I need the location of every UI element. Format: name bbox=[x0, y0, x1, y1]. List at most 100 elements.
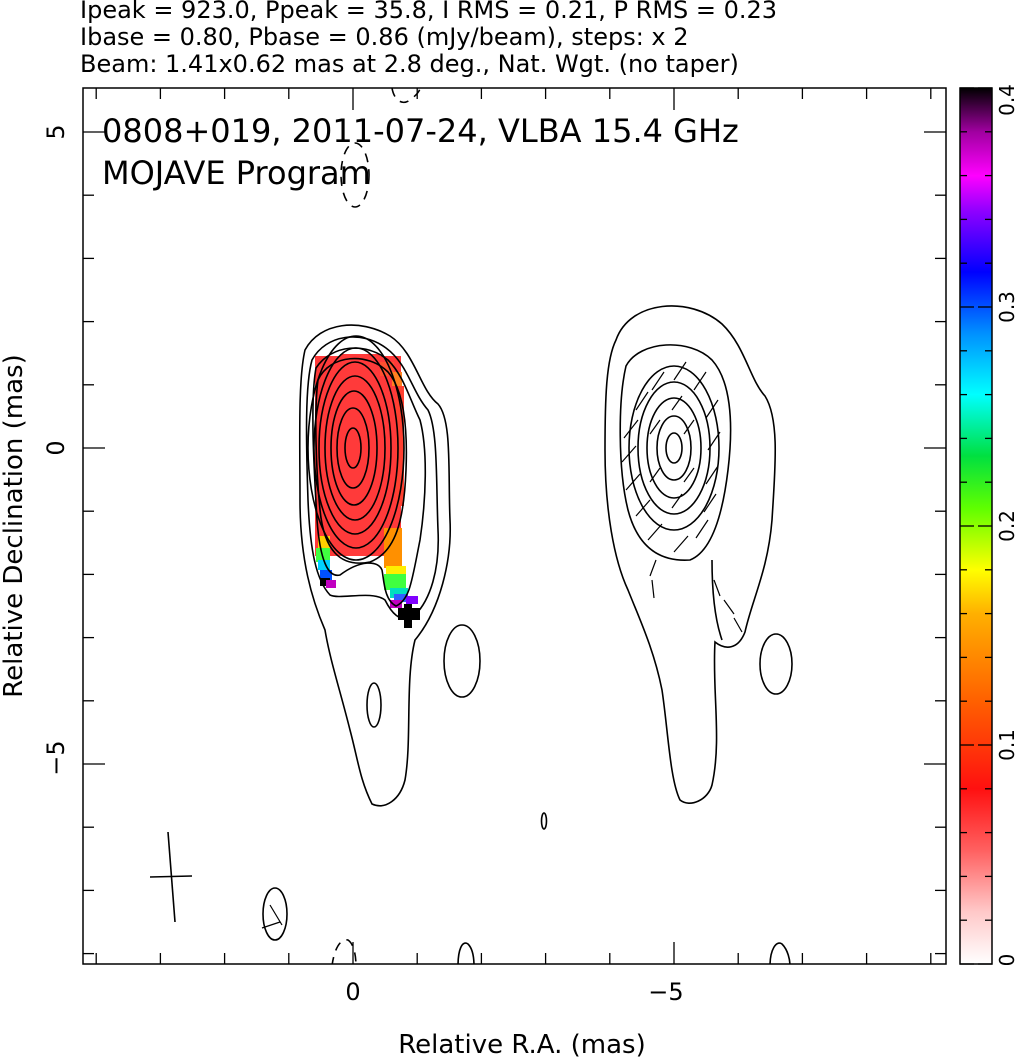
beam-minor-axis bbox=[149, 875, 193, 878]
evpa-stick bbox=[705, 465, 719, 485]
tick-labels: 0 −5 5 0 −5 bbox=[42, 124, 684, 1006]
evpa-stick bbox=[683, 467, 695, 483]
colorbar-tick-label: 0.2 bbox=[995, 510, 1019, 542]
pol-pixel bbox=[326, 580, 336, 588]
pol-pixel bbox=[384, 528, 402, 568]
evpa-stick bbox=[635, 499, 651, 517]
colorbar-tick-label: 0.1 bbox=[995, 729, 1019, 761]
evpa-stick bbox=[621, 445, 637, 463]
pol-pixel bbox=[396, 386, 404, 506]
pol-pixel bbox=[386, 566, 406, 576]
pol-pixel bbox=[390, 600, 402, 608]
chart-title: 0808+019, 2011-07-24, VLBA 15.4 GHz bbox=[102, 112, 739, 150]
contour-level-4 bbox=[315, 357, 408, 564]
right-contour-segment bbox=[711, 559, 723, 641]
contour-island bbox=[540, 812, 548, 830]
y-axis-label: Relative Declination (mas) bbox=[0, 354, 29, 697]
contour-level-6 bbox=[313, 347, 399, 549]
negative-contour bbox=[391, 88, 421, 104]
pol-pixel bbox=[394, 594, 408, 602]
contour-island bbox=[443, 624, 481, 698]
evpa-stick bbox=[651, 579, 655, 599]
evpa-stick bbox=[671, 395, 683, 411]
evpa-stick bbox=[693, 371, 707, 391]
evpa-stick bbox=[635, 391, 649, 411]
colorbar-ticks: 0 0.1 0.2 0.3 0.4 bbox=[960, 84, 1019, 966]
right-contour-level-7 bbox=[665, 432, 683, 464]
evpa-stick bbox=[683, 419, 695, 435]
pol-pixel bbox=[320, 570, 332, 580]
evpa-stick bbox=[649, 419, 661, 435]
right-contour-level-2 bbox=[619, 344, 732, 561]
evpa-stick bbox=[651, 371, 665, 391]
evpa-vectors bbox=[261, 361, 743, 929]
header-line-1: Ipeak = 923.0, Ppeak = 35.8, I RMS = 0.2… bbox=[80, 0, 777, 24]
total-intensity-contours bbox=[262, 88, 548, 964]
pol-pixel bbox=[384, 574, 406, 590]
evpa-stick bbox=[673, 361, 687, 381]
evpa-stick bbox=[707, 431, 721, 451]
evpa-stick bbox=[723, 599, 735, 615]
right-contour-level-6 bbox=[656, 415, 692, 481]
polarization-colormap bbox=[149, 88, 793, 964]
evpa-stick bbox=[705, 399, 719, 419]
evpa-stick bbox=[649, 559, 657, 577]
contour-level-11 bbox=[344, 427, 362, 469]
header-line-3: Beam: 1.41x0.62 mas at 2.8 deg., Nat. Wg… bbox=[80, 50, 739, 78]
colorbar-tick-label: 0 bbox=[995, 954, 1019, 967]
y-tick-label: 0 bbox=[42, 440, 70, 455]
right-panel-contours bbox=[604, 305, 793, 964]
negative-contour bbox=[331, 939, 357, 964]
contour-island bbox=[366, 682, 382, 728]
contour-level-3 bbox=[312, 347, 427, 607]
y-tick-label: 5 bbox=[42, 124, 70, 139]
evpa-stick bbox=[269, 904, 283, 926]
right-contour-level-5 bbox=[646, 397, 702, 499]
pol-pixel bbox=[390, 588, 408, 598]
right-contour-level-4 bbox=[637, 381, 711, 515]
evpa-stick bbox=[733, 617, 743, 633]
evpa-stick bbox=[261, 921, 281, 929]
evpa-stick bbox=[703, 493, 717, 513]
core-polarization-region bbox=[315, 356, 401, 556]
axis-ticks bbox=[83, 88, 946, 964]
colorbar-tick-label: 0.4 bbox=[995, 84, 1019, 116]
x-axis-label: Relative R.A. (mas) bbox=[398, 1030, 645, 1060]
plot-frame bbox=[82, 87, 947, 965]
evpa-stick bbox=[649, 467, 661, 483]
evpa-stick bbox=[647, 523, 663, 541]
contour-level-8 bbox=[324, 375, 386, 521]
evpa-stick bbox=[673, 535, 689, 553]
chart-subtitle: MOJAVE Program bbox=[102, 154, 371, 192]
evpa-stick bbox=[713, 579, 721, 597]
evpa-stick bbox=[623, 419, 639, 439]
right-contour-island bbox=[759, 633, 793, 695]
pol-pixel bbox=[392, 372, 402, 386]
contour-island bbox=[457, 942, 475, 964]
pol-pixel bbox=[406, 596, 418, 604]
x-tick-label: 0 bbox=[345, 978, 360, 1006]
pol-pixel bbox=[320, 578, 330, 586]
right-contour-island bbox=[769, 942, 791, 964]
right-contour-level-3 bbox=[628, 365, 720, 531]
contour-island bbox=[262, 887, 288, 941]
contour-level-7 bbox=[318, 361, 392, 535]
contour-level-10 bbox=[336, 407, 370, 489]
contour-level-9 bbox=[330, 390, 378, 506]
beam-cross bbox=[149, 831, 193, 923]
x-tick-label: −5 bbox=[648, 978, 683, 1006]
pol-pixel bbox=[398, 604, 420, 628]
evpa-stick bbox=[695, 519, 709, 539]
right-contour-level-1 bbox=[604, 305, 777, 804]
contour-level-5 bbox=[307, 335, 405, 561]
contour-level-2 bbox=[305, 336, 440, 620]
header-line-2: Ibase = 0.80, Pbase = 0.86 (mJy/beam), s… bbox=[80, 23, 689, 51]
negative-contour bbox=[340, 142, 370, 208]
evpa-stick bbox=[671, 493, 683, 509]
colorbar-tick-label: 0.3 bbox=[995, 291, 1019, 323]
pol-pixel bbox=[318, 560, 330, 570]
contour-level-1 bbox=[298, 324, 452, 807]
core-polarization-top bbox=[340, 354, 380, 360]
y-tick-label: −5 bbox=[42, 740, 70, 775]
